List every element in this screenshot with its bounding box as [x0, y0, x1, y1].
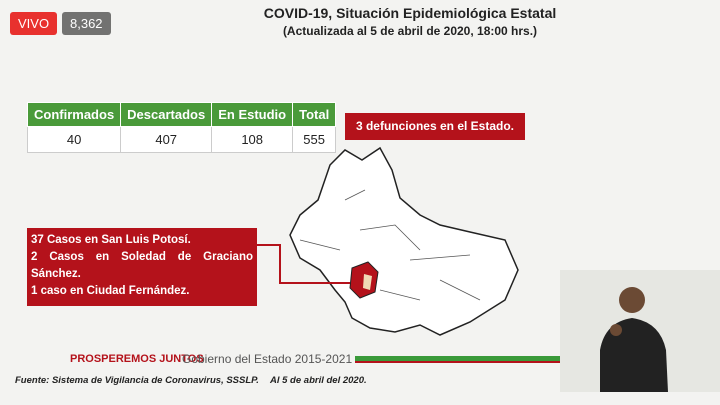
table-cell: 40: [26, 126, 122, 153]
cases-table: Confirmados Descartados En Estudio Total 40…: [26, 102, 337, 153]
live-badge: VIVO: [10, 12, 58, 35]
header-cell: Total: [292, 102, 337, 127]
source-note: Fuente: Sistema de Vigilancia de Coronav…: [15, 375, 259, 386]
interpreter-body: [600, 318, 668, 392]
case-line: 37 Casos en San Luis Potosí.: [31, 234, 191, 246]
table-row: 40 407 108 555: [26, 126, 337, 153]
interpreter-head: [619, 287, 645, 313]
government: Gobierno del Estado 2015-2021: [182, 352, 353, 366]
deaths-note: 3 defunciones en el Estado.: [345, 113, 525, 140]
interpreter-hand: [610, 324, 622, 336]
case-line: 1 caso en Ciudad Fernández.: [31, 285, 190, 297]
table-cell: 555: [292, 126, 337, 153]
case-line: 2 Casos en Soledad de Graciano Sánchez.: [31, 251, 253, 280]
date-note: Al 5 de abril del 2020.: [270, 375, 367, 386]
cases-box: 37 Casos en San Luis Potosí. 2 Casos en S…: [27, 228, 257, 306]
affected-detail: [363, 274, 372, 290]
municipal-borders: [299, 189, 481, 301]
table-cell: 407: [120, 126, 213, 153]
green-stripe: [355, 356, 720, 361]
red-stripe: [355, 361, 720, 363]
state-map: [289, 146, 519, 336]
header-cell: Descartados: [120, 102, 213, 127]
table-cell: 108: [211, 126, 294, 153]
slide-subtitle: (Actualizada al 5 de abril de 2020, 18:0…: [282, 24, 538, 38]
slide-title: COVID-19, Situación Epidemiológica Estat…: [263, 5, 557, 21]
header-cell: En Estudio: [211, 102, 294, 127]
viewer-count: 8,362: [62, 12, 111, 35]
header-cell: Confirmados: [26, 102, 122, 127]
slogan: PROSPEREMOS JUNTOS: [70, 353, 204, 365]
connector-line: [257, 244, 350, 284]
table-header: Confirmados Descartados En Estudio Total: [26, 102, 337, 127]
